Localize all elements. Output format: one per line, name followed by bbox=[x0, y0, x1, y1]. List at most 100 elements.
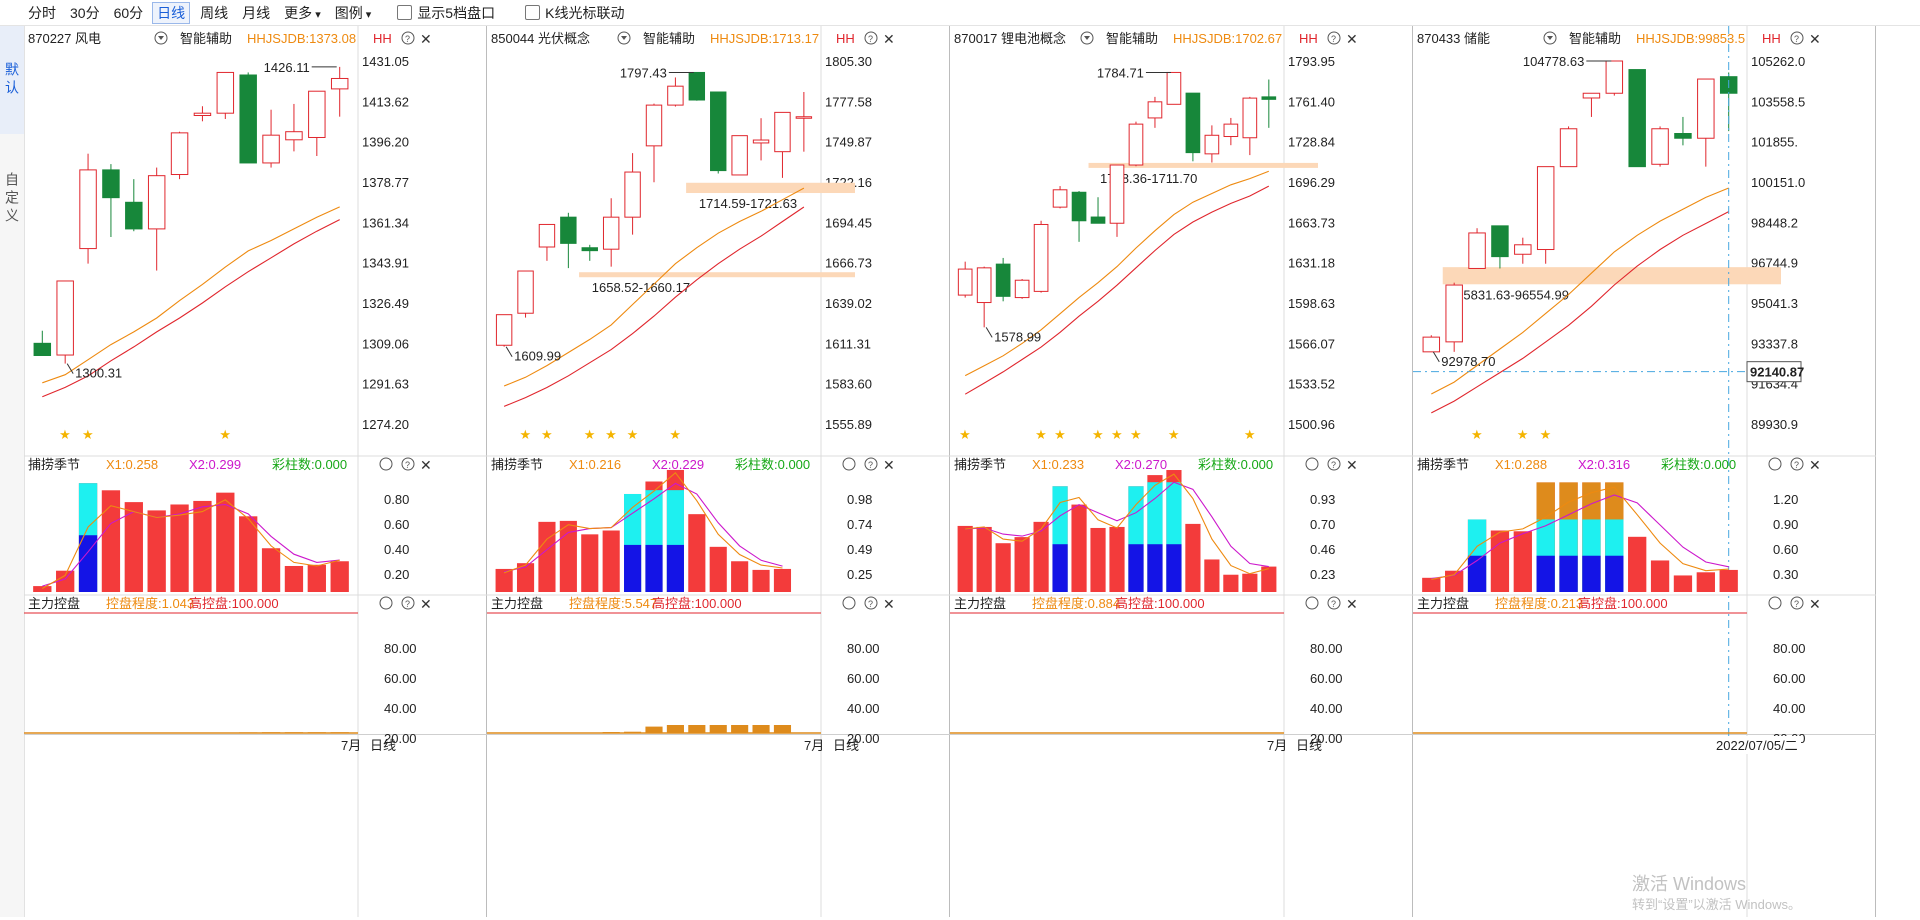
hhjsjdb-value: HHJSJDB:1713.17 bbox=[710, 31, 819, 46]
legend-dropdown[interactable]: 图例 bbox=[335, 3, 372, 23]
high-ctrl-value: 高控盘:100.000 bbox=[1115, 596, 1205, 611]
sub1-title: 捕捞季节 bbox=[954, 457, 1006, 472]
panel-title: 870227 风电 bbox=[28, 31, 101, 46]
cursor-price-label: 92140.87 bbox=[1750, 365, 1804, 380]
signal-star-icon: ★ bbox=[1168, 427, 1180, 442]
x1-value: X1:0.258 bbox=[106, 457, 158, 472]
sub2-tick: 80.00 bbox=[384, 641, 417, 656]
period-fenshi[interactable]: 分时 bbox=[28, 3, 56, 23]
signal-star-icon: ★ bbox=[959, 427, 971, 442]
high-price-label: 104778.63 bbox=[1523, 54, 1584, 69]
period-30min[interactable]: 30分 bbox=[70, 3, 100, 23]
candle-body bbox=[194, 113, 210, 115]
sub1-bar-blue bbox=[1605, 556, 1623, 592]
close-icon: ✕ bbox=[883, 596, 895, 612]
candle-body bbox=[331, 78, 347, 88]
support-zone-label: 1658.52-1660.17 bbox=[592, 280, 690, 295]
signal-star-icon: ★ bbox=[1244, 427, 1256, 442]
high-price-label: 1426.11 bbox=[264, 60, 310, 75]
sub1-tick: 0.20 bbox=[384, 567, 409, 582]
sub1-tick: 0.49 bbox=[847, 542, 872, 557]
candle-body bbox=[1469, 233, 1485, 269]
price-tick: 95041.3 bbox=[1751, 296, 1798, 311]
price-tick: 1728.84 bbox=[1288, 135, 1335, 150]
sub2-tick: 40.00 bbox=[1773, 701, 1806, 716]
sub1-bar bbox=[996, 543, 1011, 592]
sub1-bar bbox=[977, 527, 992, 592]
candle-body bbox=[711, 92, 726, 171]
low-price-label: 92978.70 bbox=[1441, 354, 1495, 369]
candle-body bbox=[263, 135, 279, 163]
help-icon: ? bbox=[868, 460, 873, 470]
help-icon: ? bbox=[1794, 34, 1799, 44]
price-tick: 1793.95 bbox=[1288, 54, 1335, 69]
close-icon: ✕ bbox=[420, 596, 432, 612]
support-zone-label: 1714.59-1721.63 bbox=[699, 196, 797, 211]
period-60min[interactable]: 60分 bbox=[114, 3, 144, 23]
ctrl-bar bbox=[752, 725, 769, 733]
sub1-bar-blue bbox=[624, 545, 641, 592]
low-price-arrow bbox=[986, 327, 992, 337]
price-tick: 1639.02 bbox=[825, 296, 872, 311]
price-tick: 1805.30 bbox=[825, 54, 872, 69]
sub1-bar bbox=[331, 561, 349, 592]
show-5-level-checkbox[interactable]: 显示5档盘口 bbox=[397, 3, 495, 23]
sub1-tick: 1.20 bbox=[1773, 492, 1798, 507]
ctrl-degree-value: 控盘程度:1.043 bbox=[106, 596, 194, 611]
candle-body bbox=[796, 117, 811, 119]
high-ctrl-value: 高控盘:100.000 bbox=[652, 596, 742, 611]
kline-cursor-link-label: K线光标联动 bbox=[545, 3, 624, 23]
sub1-bar bbox=[1514, 531, 1532, 592]
high-ctrl-value: 高控盘:100.000 bbox=[1578, 596, 1668, 611]
price-tick: 1396.20 bbox=[362, 135, 409, 150]
settings-icon bbox=[1769, 597, 1781, 609]
kline-cursor-link-checkbox[interactable]: K线光标联动 bbox=[525, 3, 624, 23]
tab-default[interactable]: 默认 bbox=[0, 26, 24, 134]
signal-star-icon: ★ bbox=[669, 427, 681, 442]
candle-body bbox=[603, 217, 618, 249]
price-tick: 1663.73 bbox=[1288, 215, 1335, 230]
sub1-bar bbox=[1090, 528, 1105, 592]
sub1-tick: 0.80 bbox=[384, 492, 409, 507]
sub1-tick: 0.25 bbox=[847, 567, 872, 582]
checkbox-icon[interactable] bbox=[397, 5, 412, 20]
period-monthly[interactable]: 月线 bbox=[242, 3, 270, 23]
period-daily[interactable]: 日线 bbox=[152, 2, 190, 24]
price-tick: 1378.77 bbox=[362, 175, 409, 190]
sub1-bar bbox=[1015, 537, 1030, 592]
sub2-tick: 80.00 bbox=[847, 641, 880, 656]
sub1-bar bbox=[262, 548, 280, 592]
candle-body bbox=[1091, 217, 1105, 223]
sub2-title: 主力控盘 bbox=[28, 596, 80, 611]
sub1-tick: 0.93 bbox=[1310, 492, 1335, 507]
price-tick: 1533.52 bbox=[1288, 377, 1335, 392]
ctrl-bar bbox=[603, 732, 620, 733]
sub1-bar bbox=[1242, 574, 1257, 592]
sub1-bar bbox=[1422, 578, 1440, 592]
sub1-bar bbox=[752, 570, 769, 592]
price-tick: 1274.20 bbox=[362, 417, 409, 432]
sub1-bar-blue bbox=[1559, 556, 1577, 592]
candle-body bbox=[286, 132, 302, 140]
sub1-bar-blue bbox=[667, 545, 684, 592]
candle-body bbox=[977, 268, 991, 303]
sub1-tick: 0.40 bbox=[384, 542, 409, 557]
signal-star-icon: ★ bbox=[541, 427, 553, 442]
signal-star-icon: ★ bbox=[627, 427, 639, 442]
sub1-bar bbox=[33, 586, 51, 592]
price-tick: 103558.5 bbox=[1751, 94, 1805, 109]
tab-custom[interactable]: 自定义 bbox=[0, 164, 24, 234]
help-icon: ? bbox=[1331, 34, 1336, 44]
period-toolbar: 分时 30分 60分 日线 周线 月线 更多 图例 显示5档盘口 K线光标联动 bbox=[0, 0, 1920, 26]
ctrl-bar bbox=[239, 732, 257, 733]
candle-body bbox=[1053, 190, 1067, 207]
more-dropdown[interactable]: 更多 bbox=[284, 3, 321, 23]
checkbox-icon[interactable] bbox=[525, 5, 540, 20]
ctrl-bar bbox=[710, 725, 727, 733]
candle-body bbox=[958, 269, 972, 295]
settings-icon bbox=[1769, 458, 1781, 470]
chevron-down-icon bbox=[158, 36, 164, 40]
period-weekly[interactable]: 周线 bbox=[200, 3, 228, 23]
